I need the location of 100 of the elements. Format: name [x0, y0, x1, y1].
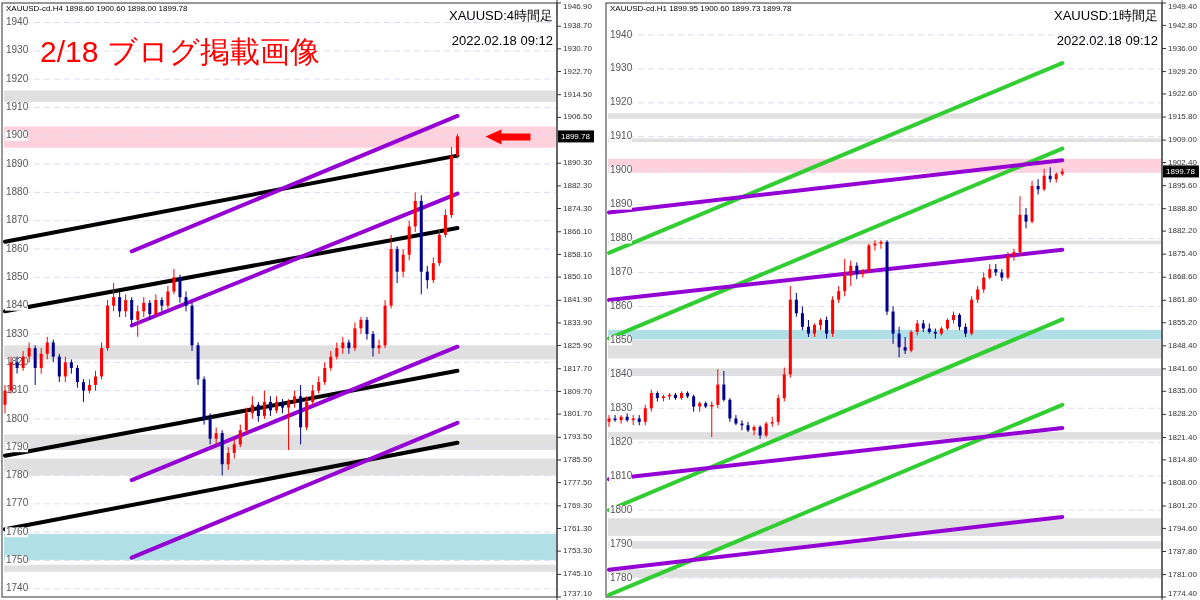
y2-tick-label: 1774.40: [1168, 589, 1198, 599]
candlestick: [843, 258, 847, 297]
y2-tick-label: 1737.10: [563, 589, 593, 599]
candlestick: [160, 296, 164, 312]
y2-tick-label: 1850.10: [563, 272, 593, 282]
y-tick-label: 1840: [6, 299, 29, 311]
y2-tick-label: 1794.60: [1168, 523, 1198, 533]
y2-tick-label: 1899.78: [1166, 166, 1196, 176]
candlestick: [752, 424, 756, 436]
y2-tick-label: 1922.70: [563, 66, 593, 76]
y2-tick-label: 1922.60: [1168, 89, 1198, 99]
y-tick-label: 1830: [6, 327, 29, 339]
y-tick-label: 1820: [610, 435, 633, 447]
candlestick: [879, 239, 883, 250]
candlestick: [226, 446, 230, 471]
candlestick: [613, 414, 617, 423]
candlestick: [148, 299, 152, 321]
y2-tick-label: 1808.00: [1168, 478, 1198, 488]
y2-tick-label: 1858.10: [563, 249, 593, 259]
y2-tick-label: 1785.50: [563, 455, 593, 465]
candlestick: [287, 398, 291, 451]
candlestick: [45, 336, 49, 360]
candlestick: [142, 296, 146, 318]
candlestick: [455, 133, 459, 159]
y2-tick-label: 1874.30: [563, 203, 593, 213]
annotation: XAUUSD:4時間足: [448, 8, 553, 23]
y-tick-label: 1940: [6, 16, 29, 28]
candlestick: [782, 367, 786, 402]
y-tick-label: 1930: [6, 44, 29, 56]
y2-tick-label: 1895.60: [1168, 180, 1198, 190]
y2-tick-label: 1929.20: [1168, 66, 1198, 76]
y2-tick-label: 1902.40: [1168, 157, 1198, 167]
y2-tick-label: 1745.10: [563, 569, 593, 579]
y2-tick-label: 1801.70: [563, 409, 593, 419]
candlestick: [347, 339, 351, 355]
candlestick: [431, 257, 435, 284]
candlestick: [371, 330, 375, 358]
candlestick: [238, 424, 242, 448]
y2-tick-label: 1817.70: [563, 363, 593, 373]
annotation: 2022.02.18 09:12: [451, 33, 553, 48]
y-tick-label: 1780: [610, 571, 633, 583]
candlestick: [909, 329, 913, 353]
candlestick: [643, 404, 647, 426]
candlestick: [425, 265, 429, 290]
y2-tick-label: 1946.90: [563, 2, 593, 12]
chart-title: XAUUSD-cd.H1 1899.95 1900.60 1899.73 1899.78: [610, 4, 793, 13]
y2-tick-label: 1769.30: [563, 500, 593, 510]
candlestick: [323, 361, 327, 386]
candlestick: [1012, 248, 1016, 262]
candlestick: [722, 370, 726, 402]
y2-tick-label: 1868.60: [1168, 272, 1198, 282]
y2-tick-label: 1841.60: [1168, 364, 1198, 374]
y2-tick-label: 1801.20: [1168, 501, 1198, 511]
candlestick: [401, 248, 405, 278]
y-tick-label: 1860: [610, 300, 633, 312]
annotation: 2/18 ブログ掲載画像: [40, 35, 320, 68]
y-tick-label: 1850: [610, 334, 633, 346]
y-tick-label: 1900: [610, 164, 633, 176]
candlestick: [329, 350, 333, 372]
y-tick-label: 1870: [610, 266, 633, 278]
candlestick: [244, 407, 248, 434]
candlestick: [112, 282, 116, 312]
y2-tick-label: 1930.70: [563, 43, 593, 53]
y2-tick-label: 1841.90: [563, 295, 593, 305]
candlestick: [377, 339, 381, 355]
candlestick: [1036, 178, 1040, 195]
candlestick: [825, 316, 829, 340]
y2-tick-label: 1821.40: [1168, 432, 1198, 442]
y-tick-label: 1800: [610, 503, 633, 515]
candlestick: [982, 272, 986, 294]
candlestick: [130, 296, 134, 326]
candlestick: [51, 339, 55, 363]
candlestick: [166, 285, 170, 309]
y-tick-label: 1790: [610, 537, 633, 549]
y-tick-label: 1760: [6, 525, 29, 537]
candlestick: [124, 293, 128, 318]
candlestick: [178, 274, 182, 304]
y2-tick-label: 1899.78: [561, 131, 591, 141]
y-tick-label: 1870: [6, 214, 29, 226]
y-tick-label: 1920: [610, 96, 633, 108]
y2-tick-label: 1809.70: [563, 386, 593, 396]
y-tick-label: 1850: [6, 270, 29, 282]
y-tick-label: 1740: [6, 582, 29, 594]
candlestick: [443, 208, 447, 239]
candlestick: [365, 316, 369, 341]
candlestick: [800, 305, 804, 331]
candlestick: [619, 414, 623, 425]
candlestick: [746, 421, 750, 433]
chart-title: XAUUSD-cd.H4 1898.60 1900.60 1898.00 1899.78: [6, 4, 189, 13]
candlestick: [208, 412, 212, 445]
y2-tick-label: 1882.20: [1168, 226, 1198, 236]
y2-tick-label: 1828.20: [1168, 409, 1198, 419]
candlestick: [262, 390, 266, 420]
y2-tick-label: 1825.90: [563, 340, 593, 350]
candlestick: [1042, 168, 1046, 192]
y-tick-label: 1780: [6, 469, 29, 481]
candlestick: [33, 344, 37, 386]
candlestick: [1024, 207, 1028, 229]
candlestick: [3, 384, 7, 414]
candlestick: [232, 438, 236, 460]
